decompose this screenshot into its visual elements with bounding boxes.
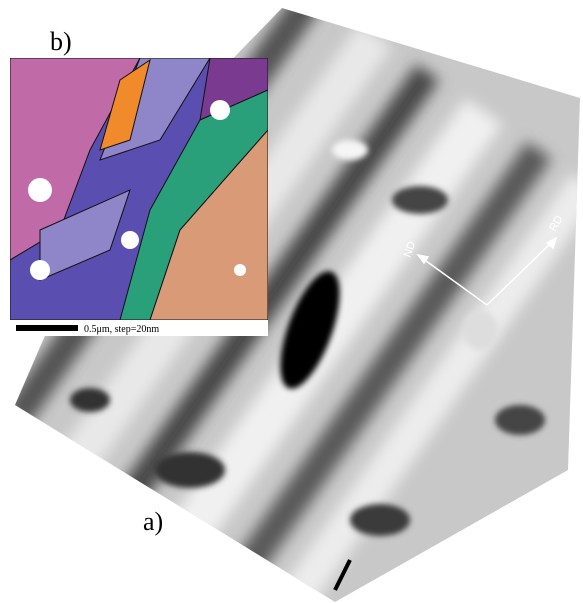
figure: ND RD 0.5μm, step=20nm b) a) bbox=[0, 0, 583, 603]
scale-bar-label: 0.5μm, step=20nm bbox=[84, 324, 159, 335]
panel-label-b: b) bbox=[50, 27, 72, 56]
panel-label-a: a) bbox=[143, 507, 163, 536]
scale-bar bbox=[16, 325, 78, 331]
ebsd-map bbox=[10, 58, 268, 320]
